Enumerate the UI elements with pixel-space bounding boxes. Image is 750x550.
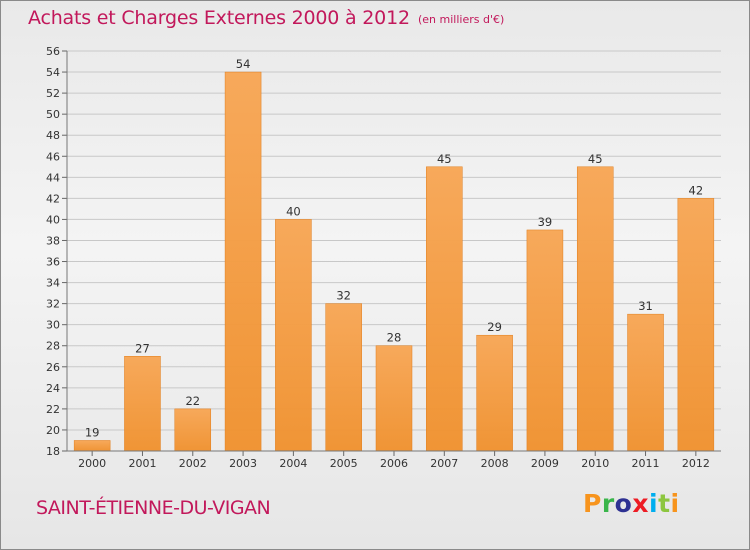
- value-label-2007: 45: [437, 152, 452, 166]
- x-tick-label-2003: 2003: [229, 457, 257, 470]
- x-tick-label-2000: 2000: [78, 457, 106, 470]
- value-label-2003: 54: [236, 57, 251, 71]
- y-tick-label: 44: [46, 171, 60, 184]
- y-tick-label: 30: [46, 319, 60, 332]
- y-tick-label: 38: [46, 234, 60, 247]
- value-label-2008: 29: [487, 320, 502, 334]
- logo-letter: i: [649, 489, 659, 518]
- x-tick-label-2012: 2012: [682, 457, 710, 470]
- x-tick-label-2002: 2002: [179, 457, 207, 470]
- bar-2005: [325, 303, 362, 452]
- logo-letter: P: [583, 489, 602, 518]
- x-axis: 2000 2001 2002 2003 2004 2005 2006 2007 2008 2009…: [78, 451, 710, 470]
- bar-2012: [677, 198, 715, 452]
- y-tick-label: 20: [46, 424, 60, 437]
- bar-2007: [426, 166, 463, 452]
- value-label-2012: 42: [689, 183, 704, 197]
- value-label-2009: 39: [538, 215, 553, 229]
- bars: 19 27 22 54 40 32 28 45 29 39 45 31 42: [73, 57, 715, 452]
- x-tick-label-2001: 2001: [128, 457, 156, 470]
- y-tick-label: 28: [46, 340, 60, 353]
- logo-letter: o: [614, 489, 633, 518]
- y-tick-label: 34: [46, 277, 60, 290]
- bar-2011: [627, 313, 664, 452]
- y-tick-label: 40: [46, 213, 60, 226]
- x-tick-label-2009: 2009: [531, 457, 559, 470]
- value-label-2005: 32: [336, 289, 351, 303]
- logo-letter: t: [658, 489, 671, 518]
- y-tick-label: 46: [46, 150, 60, 163]
- logo-letter: i: [670, 489, 680, 518]
- logo-letter: x: [632, 489, 649, 518]
- y-tick-label: 50: [46, 108, 60, 121]
- y-tick-label: 48: [46, 129, 60, 142]
- value-label-2010: 45: [588, 152, 603, 166]
- bar-2006: [375, 345, 413, 452]
- x-tick-label-2010: 2010: [581, 457, 609, 470]
- y-tick-label: 26: [46, 361, 60, 374]
- city-name: SAINT-ÉTIENNE-DU-VIGAN: [36, 497, 271, 519]
- chart-unit-note: (en milliers d'€): [418, 13, 505, 26]
- y-axis: 18 20 22 24 26 28 30 32 34 36 38 40 42 44 46 48 50 52 54 56: [46, 45, 67, 458]
- value-label-2002: 22: [185, 394, 200, 408]
- bar-2003: [224, 71, 262, 452]
- x-tick-label-2007: 2007: [430, 457, 458, 470]
- bar-2004: [275, 219, 312, 452]
- y-tick-label: 56: [46, 45, 60, 58]
- y-tick-label: 22: [46, 403, 60, 416]
- y-tick-label: 24: [46, 382, 60, 395]
- y-tick-label: 32: [46, 298, 60, 311]
- bar-2009: [526, 229, 564, 452]
- chart-title: Achats et Charges Externes 2000 à 2012: [28, 7, 410, 29]
- y-tick-label: 52: [46, 87, 60, 100]
- y-tick-label: 36: [46, 256, 60, 269]
- value-label-2001: 27: [135, 341, 150, 355]
- value-label-2011: 31: [638, 299, 653, 313]
- x-tick-label-2004: 2004: [279, 457, 307, 470]
- y-tick-label: 54: [46, 66, 60, 79]
- bar-2001: [124, 356, 161, 452]
- value-label-2000: 19: [85, 425, 100, 439]
- x-tick-label-2005: 2005: [330, 457, 358, 470]
- logo-letter: r: [601, 489, 615, 518]
- bar-2010: [576, 166, 614, 452]
- x-tick-label-2008: 2008: [481, 457, 509, 470]
- bar-2002: [174, 408, 212, 452]
- proxiti-logo: Proxiti: [583, 489, 680, 518]
- y-tick-label: 42: [46, 192, 60, 205]
- bar-2008: [476, 334, 513, 452]
- bar-2000: [73, 440, 111, 452]
- x-tick-label-2006: 2006: [380, 457, 408, 470]
- value-label-2004: 40: [286, 204, 301, 218]
- y-tick-label: 18: [46, 445, 60, 458]
- value-label-2006: 28: [387, 331, 402, 345]
- x-tick-label-2011: 2011: [632, 457, 660, 470]
